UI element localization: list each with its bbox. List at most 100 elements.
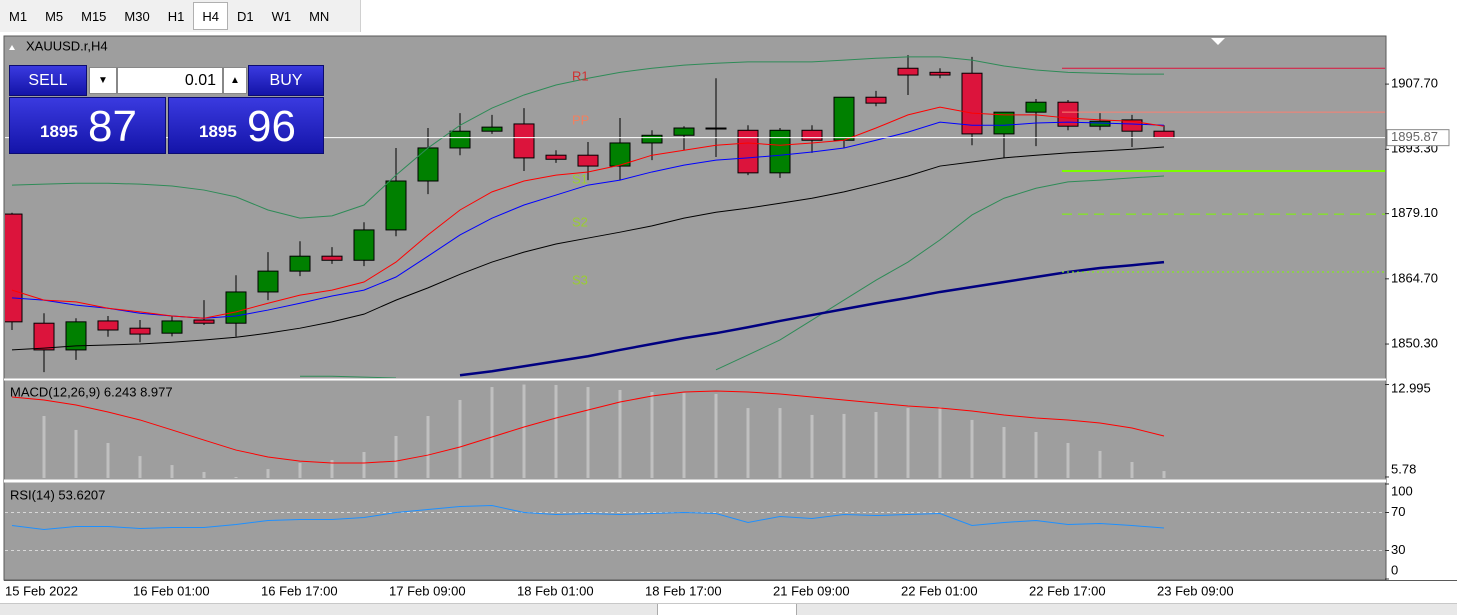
x-tick-label: 18 Feb 01:00 [517,583,594,598]
symbol-marker [9,45,15,50]
candle-body [161,320,183,334]
histogram-bar [266,469,270,478]
histogram-bar [202,471,206,478]
candle-body [385,180,407,231]
histogram-bar [1162,471,1166,478]
y-tick-label: 70 [1391,504,1405,519]
histogram-bar [842,413,846,478]
candle-body [33,322,55,351]
candle-body [1025,101,1047,113]
timeframe-button[interactable]: H1 [167,9,185,24]
signal-line [11,390,1165,464]
histogram-bar [426,415,430,478]
sell-button[interactable]: SELL [9,65,87,96]
lot-increase[interactable]: ▲ [223,67,247,94]
x-tick-label: 18 Feb 17:00 [645,583,722,598]
bid-box[interactable]: 1895 87 [9,97,166,154]
histogram-bar [970,419,974,478]
x-tick-label: 21 Feb 09:00 [773,583,850,598]
histogram-bar [810,414,814,478]
histogram-bar [874,412,878,478]
indicator-line [11,106,1165,319]
candle-body [193,319,215,324]
histogram-bar [298,463,302,478]
timeframe-button[interactable]: M15 [81,9,107,24]
indicator-line [300,175,1165,378]
timeframe-toolbar: M1 M5 M15 M30 H1 H4 D1 W1 MN [0,0,361,32]
y-tick-label: 100 [1391,483,1413,498]
histogram-bar [906,408,910,478]
window-tabs [0,603,1457,615]
histogram-bar [1066,443,1070,478]
y-tick-label: 0 [1391,562,1398,577]
pivot-label: R1 [572,69,589,84]
buy-button[interactable]: BUY [248,65,324,96]
candle-body [1057,101,1079,127]
candle-body [545,154,567,160]
panel-title: RSI(14) 53.6207 [10,487,105,502]
candle-body [769,129,791,174]
y-tick-label: 12.995 [1391,380,1431,395]
candle-body [641,134,663,144]
histogram-bar [746,408,750,478]
candle-body [321,255,343,261]
candle-body [865,96,887,104]
timeframe-button[interactable]: D1 [236,9,254,24]
x-tick-label: 16 Feb 01:00 [133,583,210,598]
histogram-bar [490,387,494,478]
main-panel: R1 PP S1 S2 S3 [5,55,1385,378]
timeframe-button[interactable]: M30 [124,9,150,24]
histogram-bar [362,451,366,478]
lot-decrease[interactable]: ▼ [89,67,117,94]
histogram-bar [554,384,558,478]
histogram-bar [74,429,78,478]
pivot-label: S3 [572,272,588,287]
timeframe-button[interactable]: M1 [9,9,28,24]
bid-main: 1895 [40,122,78,141]
histogram-bar [682,393,686,478]
candle-body [417,147,439,182]
last-price-label: 1895.87 [1391,129,1438,144]
y-tick-label: 5.78 [1391,461,1416,476]
candle-body [1121,119,1143,132]
histogram-bar [42,415,46,478]
candle-body [673,127,695,136]
candle-body [513,123,535,159]
candle-body [577,154,599,167]
ask-box[interactable]: 1895 96 [168,97,324,154]
x-tick-label: 22 Feb 17:00 [1029,583,1106,598]
timeframe-button[interactable]: MN [309,9,330,24]
y-tick-label: 30 [1391,542,1405,557]
timeframe-button[interactable]: W1 [271,9,292,24]
timeframe-button[interactable]: M5 [45,9,64,24]
macd-panel [11,384,1166,478]
candle-body [129,327,151,335]
histogram-bar [1034,431,1038,478]
histogram-bar [522,384,526,478]
candle-body [609,142,631,167]
bid-pips: 87 [88,102,137,151]
candle-body [5,213,23,323]
active-tab[interactable] [657,604,797,615]
x-tick-label: 15 Feb 2022 [5,583,78,598]
histogram-bar [650,392,654,478]
x-tick-label: 17 Feb 09:00 [389,583,466,598]
histogram-bar [938,407,942,478]
histogram-bar [714,393,718,478]
histogram-bar [138,456,142,478]
ask-pips: 96 [247,102,296,151]
candle-body [1153,130,1175,139]
axes: XAUUSD.r,H41907.701893.301879.101864.701… [5,38,1450,598]
histogram-bar [586,387,590,478]
indicator-line [11,146,1165,351]
histogram-bar [170,465,174,478]
histogram-bar [618,389,622,478]
chart-shift-marker [1211,38,1225,45]
y-tick-label: 1879.10 [1391,205,1438,220]
x-tick-label: 16 Feb 17:00 [261,583,338,598]
candle-body [833,96,855,141]
candle-body [97,320,119,331]
timeframe-button[interactable]: H4 [193,2,228,30]
lot-input[interactable]: 0.01 [117,67,223,94]
panel-title: XAUUSD.r,H4 [26,38,108,53]
